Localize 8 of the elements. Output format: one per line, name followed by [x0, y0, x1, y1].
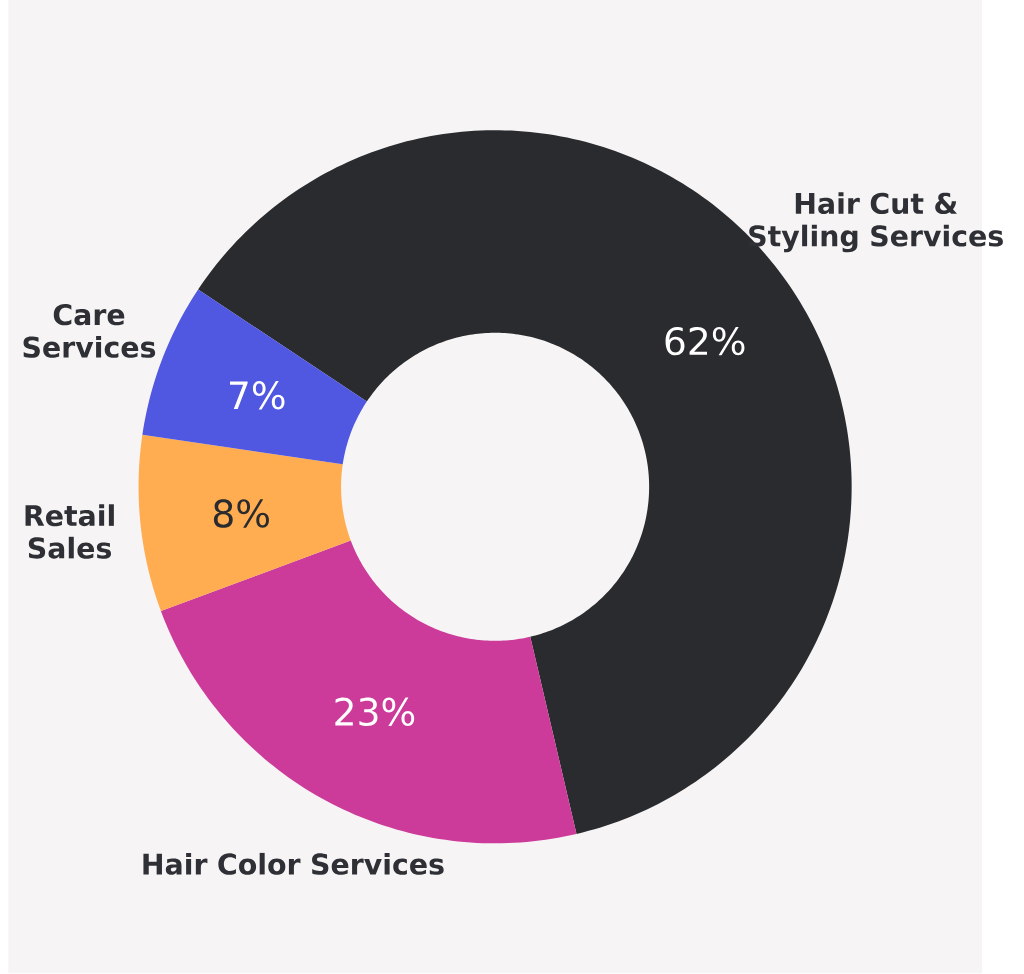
data-label: 23% — [335, 697, 415, 727]
slice-label: Hair Color Services — [143, 853, 444, 876]
data-label: 8% — [213, 499, 269, 528]
slice-label: Hair Cut & Styling Services — [749, 192, 1003, 253]
slice-label: Care Services — [23, 304, 156, 359]
data-label: 62% — [665, 327, 745, 356]
slice-label: Retail Sales — [25, 504, 114, 559]
data-label: 7% — [230, 381, 285, 410]
